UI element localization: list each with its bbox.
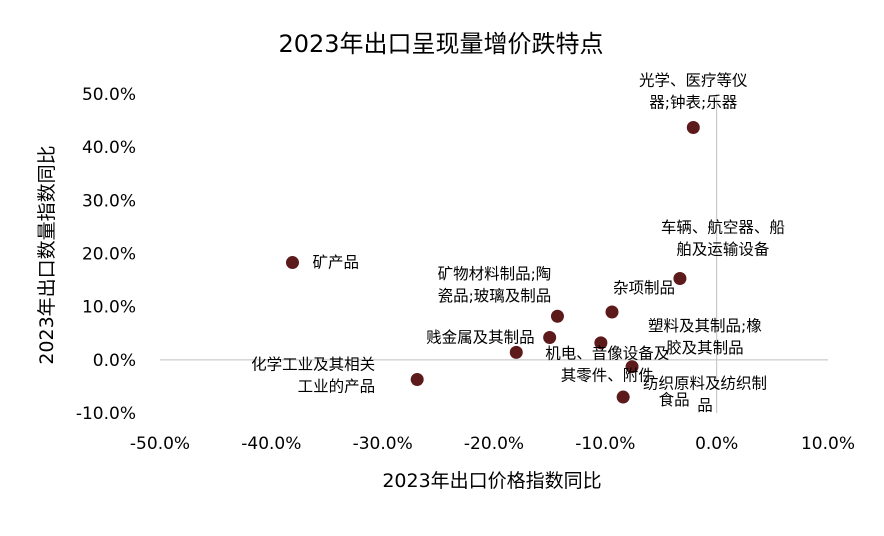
x-axis-ticks: -50.0% -40.0% -30.0% -20.0% -10.0% 0.0% 10.0% [130, 434, 855, 454]
data-point-label-line: 纺织原料及纺织制 [643, 375, 767, 393]
data-point-label: 光学、医疗等仪器;钟表;乐器 [639, 71, 748, 111]
y-axis-title: 2023年出口数量指数同比 [36, 145, 58, 364]
data-point [550, 309, 564, 323]
data-points [285, 120, 700, 404]
data-point-label-line: 舶及运输设备 [676, 240, 770, 258]
data-point-label-line: 化学工业及其相关 [251, 356, 375, 374]
data-point-label: 食品 [659, 391, 690, 409]
data-point [285, 256, 299, 270]
x-tick-label: 0.0% [695, 434, 738, 454]
data-point-label-line: 塑料及其制品;橡 [648, 317, 762, 335]
data-point-label-line: 机电、音像设备及 [545, 344, 669, 362]
data-point-label: 纺织原料及纺织制品 [643, 375, 767, 415]
data-point-label: 矿物材料制品;陶瓷品;玻璃及制品 [438, 265, 552, 305]
x-tick-label: -50.0% [130, 434, 190, 454]
data-point-label-line: 车辆、航空器、船 [661, 218, 785, 236]
x-axis-title: 2023年出口价格指数同比 [382, 470, 601, 492]
data-point-label: 机电、音像设备及其零件、附件 [545, 344, 669, 384]
data-point-label: 车辆、航空器、船舶及运输设备 [661, 218, 785, 258]
data-point-label-line: 胶及其制品 [666, 339, 744, 357]
data-point [605, 305, 619, 319]
chart-title: 2023年出口呈现量增价跌特点 [278, 30, 603, 58]
y-tick-label: -10.0% [76, 404, 136, 424]
x-tick-label: -40.0% [241, 434, 301, 454]
x-tick-label: -30.0% [353, 434, 413, 454]
y-tick-label: 10.0% [82, 298, 136, 318]
y-tick-label: 40.0% [82, 138, 136, 158]
data-point-label-line: 品 [697, 397, 713, 415]
y-tick-label: 0.0% [93, 351, 136, 371]
axes [160, 94, 828, 413]
data-point [410, 373, 424, 387]
data-point-label: 贱金属及其制品 [426, 329, 535, 347]
data-point-label: 化学工业及其相关工业的产品 [251, 356, 375, 396]
data-point [594, 336, 608, 350]
data-point-label-line: 光学、医疗等仪 [639, 71, 748, 89]
data-point-label: 矿产品 [312, 254, 359, 272]
y-tick-label: 50.0% [82, 85, 136, 105]
data-point-label-line: 矿物材料制品;陶 [438, 265, 552, 283]
data-point-label-line: 工业的产品 [298, 378, 376, 396]
data-point-label: 塑料及其制品;橡胶及其制品 [648, 317, 762, 357]
data-point-label-line: 器;钟表;乐器 [649, 93, 737, 111]
data-point-label-line: 贱金属及其制品 [426, 329, 535, 347]
y-axis-ticks: -10.0% 0.0% 10.0% 20.0% 30.0% 40.0% 50.0% [76, 85, 136, 424]
x-tick-label: -10.0% [575, 434, 635, 454]
data-point-label-line: 其零件、附件 [561, 366, 654, 384]
data-point [616, 390, 630, 404]
x-tick-label: -20.0% [464, 434, 524, 454]
y-tick-label: 20.0% [82, 245, 136, 265]
y-tick-label: 30.0% [82, 191, 136, 211]
data-point [543, 331, 557, 345]
data-point [673, 271, 687, 285]
x-tick-label: 10.0% [801, 434, 855, 454]
data-point-label-line: 瓷品;玻璃及制品 [438, 287, 552, 305]
data-point-label-line: 食品 [659, 391, 690, 409]
data-point [509, 345, 523, 359]
data-point-label: 杂项制品 [613, 279, 675, 297]
data-point-label-line: 杂项制品 [613, 279, 675, 297]
data-point [625, 360, 639, 374]
data-point-label-line: 矿产品 [312, 254, 359, 272]
data-point [686, 120, 700, 134]
